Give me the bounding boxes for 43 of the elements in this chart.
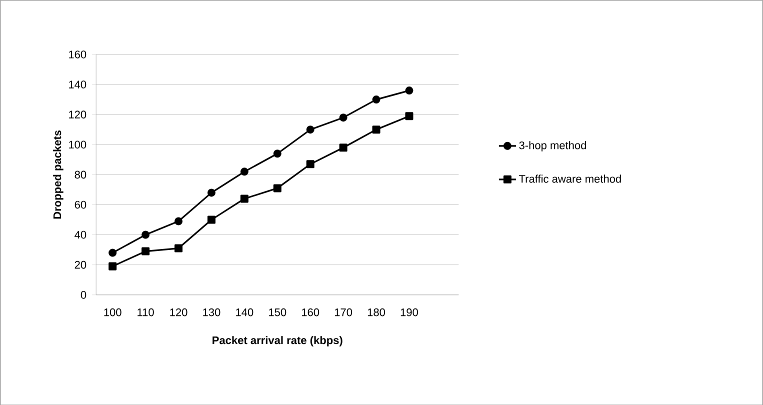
x-axis-title: Packet arrival rate (kbps) [212,336,342,346]
y-tick-label: 20 [74,260,86,268]
point [306,125,314,134]
point [273,149,282,158]
x-tick-label: 180 [368,308,386,316]
x-tick-label: 190 [400,308,418,316]
y-tick-label: 120 [69,110,86,118]
y-tick-label: 100 [69,140,86,148]
y-tick-label: 40 [74,230,86,238]
y-tick-label: 160 [69,50,86,58]
point [339,113,348,122]
point [174,244,183,252]
point [405,112,414,120]
x-tick-label: 150 [269,308,286,316]
point [108,262,117,270]
point [339,143,348,152]
x-tick-label: 170 [334,308,352,316]
point [273,184,282,192]
point [306,160,314,168]
y-tick-label: 60 [74,200,86,208]
x-tick-label: 110 [138,308,154,316]
x-tick-label: 130 [203,308,220,316]
legend-label: 3-hop method [519,140,586,152]
point [405,86,414,94]
y-tick-label: 0 [80,290,86,299]
x-tick-label: 100 [104,308,122,316]
y-axis-title: Dropped packets [53,130,64,218]
y-tick-label: 80 [74,170,86,178]
x-tick-label: 160 [302,308,320,316]
point [240,167,248,176]
point [207,216,216,224]
point [174,217,183,226]
point [372,125,380,134]
x-tick-label: 140 [236,308,254,316]
legend-label: Traffic aware method [519,174,621,183]
point [207,188,216,196]
x-tick-label: 120 [170,308,188,316]
point [108,248,117,257]
point [372,95,380,104]
y-tick-label: 140 [69,80,86,88]
point [240,194,248,202]
point [142,230,150,239]
point [142,247,150,256]
